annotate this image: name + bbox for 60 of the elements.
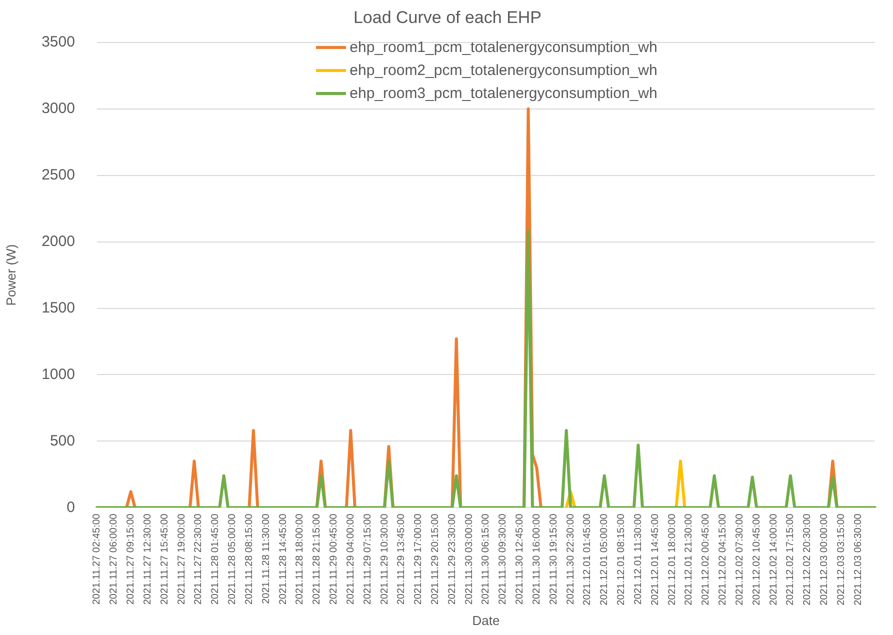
y-tick-label: 2500 — [42, 166, 75, 184]
x-tick-label: 2021.11.28 08:15:00 — [244, 513, 255, 605]
y-tick-label: 1000 — [42, 366, 75, 383]
x-tick-label: 2021.11.29 23:30:00 — [446, 513, 458, 605]
legend-label: ehp_room1_pcm_totalenergyconsumption_wh — [350, 39, 658, 56]
y-tick-label: 0 — [66, 498, 75, 516]
x-tick-label: 2021.11.27 06:00:00 — [108, 513, 120, 605]
x-tick-label: 2021.11.29 17:00:00 — [413, 513, 424, 605]
x-tick-label: 2021.11.28 01:45:00 — [210, 513, 222, 605]
y-tick-label: 3000 — [42, 100, 75, 118]
x-tick-label: 2021.11.27 12:30:00 — [142, 513, 154, 605]
x-tick-label: 2021.11.28 14:45:00 — [278, 513, 289, 605]
x-tick-label: 2021.11.28 05:00:00 — [227, 513, 238, 605]
x-tick-label: 2021.11.29 00:45:00 — [328, 513, 340, 605]
x-tick-label: 2021.11.30 03:00:00 — [464, 513, 475, 605]
x-tick-label: 2021.12.02 07:30:00 — [734, 513, 746, 606]
x-tick-label: 2021.11.29 10:30:00 — [379, 513, 390, 605]
x-tick-label: 2021.11.30 16:00:00 — [531, 513, 542, 605]
chart-title: Load Curve of each EHP — [353, 8, 542, 27]
x-tick-label: 2021.11.30 22:30:00 — [565, 513, 576, 605]
x-tick-label: 2021.11.28 21:15:00 — [312, 513, 323, 605]
x-tick-label: 2021.12.03 03:15:00 — [836, 513, 847, 606]
legend-label: ehp_room2_pcm_totalenergyconsumption_wh — [350, 62, 658, 79]
x-tick-label: 2021.11.30 19:15:00 — [548, 513, 560, 605]
x-tick-label: 2021.11.29 04:00:00 — [345, 513, 356, 605]
x-tick-label: 2021.12.03 06:30:00 — [852, 513, 864, 606]
x-tick-label: 2021.12.01 11:30:00 — [632, 513, 644, 605]
x-tick-label: 2021.11.28 18:00:00 — [294, 513, 306, 605]
x-tick-label: 2021.12.01 18:00:00 — [666, 513, 678, 606]
x-tick-label: 2021.12.02 04:15:00 — [718, 513, 729, 606]
legend-label: ehp_room3_pcm_totalenergyconsumption_wh — [350, 85, 658, 102]
x-tick-label: 2021.11.27 09:15:00 — [126, 513, 137, 605]
y-tick-label: 2000 — [42, 232, 75, 250]
x-tick-label: 2021.12.03 00:00:00 — [819, 513, 830, 606]
x-tick-label: 2021.11.30 09:30:00 — [498, 513, 509, 605]
x-tick-label: 2021.11.27 02:45:00 — [92, 513, 103, 605]
x-tick-label: 2021.11.29 07:15:00 — [362, 513, 374, 605]
y-axis-title: Power (W) — [3, 244, 18, 306]
x-tick-label: 2021.12.02 14:00:00 — [768, 513, 780, 606]
x-tick-label: 2021.12.01 05:00:00 — [599, 513, 610, 606]
y-tick-label: 500 — [50, 432, 75, 450]
x-tick-label: 2021.12.01 01:45:00 — [582, 513, 594, 606]
y-tick-label: 3500 — [42, 34, 75, 51]
x-tick-label: 2021.12.02 20:30:00 — [802, 513, 814, 606]
x-tick-label: 2021.11.27 15:45:00 — [159, 513, 170, 605]
x-tick-label: 2021.11.27 22:30:00 — [193, 513, 204, 605]
x-tick-label: 2021.11.28 11:30:00 — [260, 513, 272, 604]
x-tick-label: 2021.11.30 06:15:00 — [480, 513, 492, 605]
x-axis-title: Date — [472, 612, 500, 628]
x-tick-label: 2021.12.02 17:15:00 — [785, 513, 796, 606]
x-tick-label: 2021.12.01 14:45:00 — [650, 513, 661, 606]
x-tick-label: 2021.11.27 19:00:00 — [176, 513, 188, 605]
x-tick-label: 2021.12.01 21:30:00 — [684, 513, 695, 606]
x-tick-label: 2021.12.02 10:45:00 — [751, 513, 762, 606]
x-tick-label: 2021.11.29 13:45:00 — [396, 513, 408, 605]
y-tick-label: 1500 — [42, 299, 75, 316]
x-tick-label: 2021.12.02 00:45:00 — [700, 513, 712, 606]
x-tick-label: 2021.11.30 12:45:00 — [514, 513, 526, 605]
x-tick-label: 2021.11.29 20:15:00 — [430, 513, 441, 605]
x-tick-label: 2021.12.01 08:15:00 — [616, 513, 628, 606]
